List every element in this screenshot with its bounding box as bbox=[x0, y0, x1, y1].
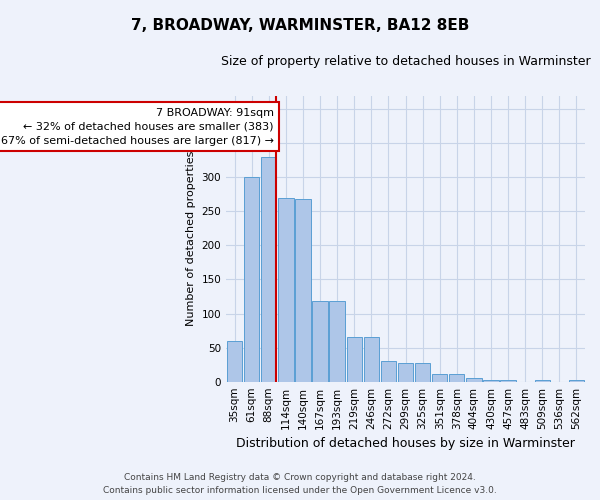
Bar bbox=[432, 374, 448, 382]
Text: 7 BROADWAY: 91sqm
← 32% of detached houses are smaller (383)
67% of semi-detache: 7 BROADWAY: 91sqm ← 32% of detached hous… bbox=[1, 108, 274, 146]
Bar bbox=[227, 341, 242, 382]
Bar bbox=[313, 302, 328, 382]
Bar bbox=[500, 380, 516, 382]
Bar bbox=[483, 380, 499, 382]
Bar bbox=[449, 374, 464, 382]
Bar bbox=[278, 198, 293, 382]
Bar bbox=[535, 380, 550, 382]
Bar bbox=[261, 157, 277, 382]
Bar bbox=[381, 361, 396, 382]
Bar bbox=[329, 302, 345, 382]
Text: Contains HM Land Registry data © Crown copyright and database right 2024.
Contai: Contains HM Land Registry data © Crown c… bbox=[103, 474, 497, 495]
Bar bbox=[466, 378, 482, 382]
X-axis label: Distribution of detached houses by size in Warminster: Distribution of detached houses by size … bbox=[236, 437, 575, 450]
Bar bbox=[244, 178, 259, 382]
Bar bbox=[347, 338, 362, 382]
Bar bbox=[569, 380, 584, 382]
Bar bbox=[398, 362, 413, 382]
Bar bbox=[364, 338, 379, 382]
Text: 7, BROADWAY, WARMINSTER, BA12 8EB: 7, BROADWAY, WARMINSTER, BA12 8EB bbox=[131, 18, 469, 32]
Y-axis label: Number of detached properties: Number of detached properties bbox=[186, 151, 196, 326]
Title: Size of property relative to detached houses in Warminster: Size of property relative to detached ho… bbox=[221, 55, 590, 68]
Bar bbox=[295, 199, 311, 382]
Bar bbox=[415, 364, 430, 382]
